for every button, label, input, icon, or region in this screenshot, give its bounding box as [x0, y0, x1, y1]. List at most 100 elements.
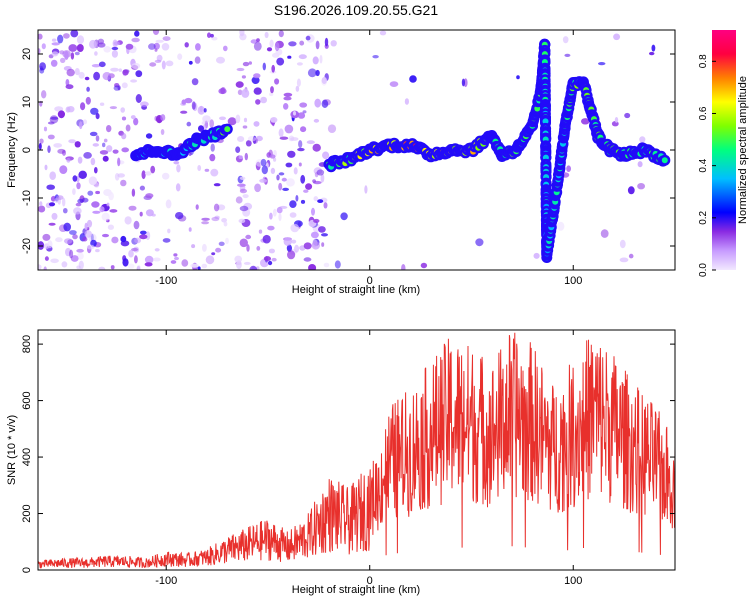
- heatmap-speckle: [619, 257, 629, 263]
- heatmap-speckle: [149, 62, 157, 67]
- heatmap-background: [38, 30, 656, 270]
- heatmap-speckle: [321, 99, 329, 109]
- ridge-core: [224, 126, 231, 133]
- heatmap-speckle: [103, 46, 111, 53]
- heatmap-speckle: [103, 189, 112, 196]
- heatmap-speckle: [258, 229, 263, 234]
- heatmap-speckle: [106, 125, 112, 133]
- heatmap-speckle: [84, 222, 88, 230]
- heatmap-speckle: [281, 177, 287, 182]
- heatmap-speckle: [84, 76, 90, 81]
- heatmap-speckle: [64, 50, 69, 60]
- heatmap-speckle: [315, 40, 320, 50]
- heatmap-speckle: [184, 42, 189, 48]
- heatmap-speckle: [253, 87, 262, 95]
- heatmap-speckle: [191, 78, 199, 86]
- heatmap-speckle: [134, 255, 138, 264]
- heatmap-speckle: [303, 257, 312, 262]
- heatmap-speckle: [614, 117, 619, 123]
- heatmap-speckle: [173, 253, 178, 257]
- heatmap-speckle: [145, 133, 153, 139]
- x-tick-label: 0: [367, 575, 373, 587]
- heatmap-speckle: [70, 52, 75, 60]
- heatmap-speckle: [38, 205, 46, 213]
- heatmap-speckle: [92, 143, 100, 147]
- heatmap-speckle: [340, 212, 348, 221]
- heatmap-speckle: [264, 31, 269, 39]
- heatmap-speckle: [180, 110, 188, 114]
- heatmap-speckle: [313, 196, 319, 202]
- heatmap-speckle: [323, 202, 328, 209]
- heatmap-speckle: [201, 121, 206, 125]
- heatmap-speckle: [161, 43, 170, 51]
- heatmap-speckle: [461, 78, 465, 87]
- heatmap-x-axis-label: Height of straight line (km): [292, 284, 420, 296]
- heatmap-speckle: [235, 114, 241, 124]
- heatmap-speckle: [139, 211, 143, 217]
- heatmap-speckle: [287, 150, 296, 158]
- heatmap-speckle: [131, 188, 136, 197]
- snr-series-line: [38, 332, 675, 570]
- heatmap-speckle: [134, 237, 142, 244]
- heatmap-speckle: [211, 216, 220, 222]
- heatmap-speckle: [420, 262, 428, 269]
- snr-y-axis-label: SNR (10 * v/v): [6, 415, 18, 485]
- x-tick-label: -100: [155, 275, 177, 287]
- heatmap-speckle: [111, 46, 119, 51]
- heatmap-speckle: [286, 178, 295, 187]
- snr-x-ticks: -100 0 100: [155, 330, 582, 587]
- heatmap-speckle: [51, 51, 59, 57]
- heatmap-speckle: [271, 257, 277, 262]
- heatmap-speckle: [239, 188, 247, 194]
- heatmap-speckle: [122, 258, 129, 267]
- heatmap-speckle: [389, 81, 399, 87]
- heatmap-speckle: [177, 53, 183, 60]
- colorbar-tick-label: 0.0: [698, 263, 709, 277]
- heatmap-speckle: [134, 30, 140, 37]
- heatmap-speckle: [131, 62, 141, 70]
- heatmap-speckle: [299, 102, 308, 108]
- heatmap-speckle: [305, 35, 311, 41]
- heatmap-speckle: [86, 219, 93, 228]
- y-tick-label: 0: [21, 147, 33, 153]
- heatmap-speckle: [121, 132, 127, 140]
- heatmap-speckle: [57, 148, 66, 154]
- heatmap-speckle: [106, 145, 113, 153]
- heatmap-speckle: [140, 230, 147, 235]
- heatmap-speckle: [89, 131, 98, 137]
- heatmap-speckle: [270, 167, 276, 174]
- heatmap-speckle: [73, 207, 82, 215]
- heatmap-speckle: [51, 212, 58, 220]
- heatmap-speckle: [321, 77, 327, 84]
- heatmap-speckle: [227, 117, 237, 126]
- heatmap-speckle: [101, 212, 110, 221]
- heatmap-speckle: [283, 237, 292, 246]
- heatmap-speckle: [175, 212, 184, 220]
- heatmap-speckle: [600, 229, 609, 238]
- heatmap-speckle: [49, 171, 56, 180]
- heatmap-speckle: [210, 143, 215, 152]
- heatmap-speckle: [61, 261, 68, 268]
- heatmap-speckle: [209, 153, 216, 162]
- heatmap-speckle: [144, 262, 153, 267]
- heatmap-speckle: [102, 155, 109, 162]
- heatmap-speckle: [213, 183, 221, 187]
- heatmap-speckle: [150, 165, 156, 174]
- y-tick-label: -10: [21, 190, 33, 206]
- heatmap-speckle: [118, 68, 123, 72]
- heatmap-speckle: [197, 165, 202, 171]
- heatmap-speckle: [278, 30, 284, 38]
- heatmap-speckle: [268, 260, 273, 266]
- heatmap-speckle: [161, 60, 166, 70]
- heatmap-speckle: [139, 185, 145, 191]
- heatmap-speckle: [247, 136, 257, 142]
- heatmap-speckle: [112, 39, 118, 48]
- heatmap-speckle: [334, 260, 341, 269]
- heatmap-speckle: [201, 217, 210, 221]
- heatmap-speckle: [321, 242, 325, 247]
- heatmap-speckle: [102, 142, 106, 148]
- heatmap-speckle: [99, 150, 109, 155]
- heatmap-speckle: [313, 218, 320, 223]
- heatmap-speckle: [619, 239, 626, 249]
- heatmap-speckle: [102, 72, 112, 81]
